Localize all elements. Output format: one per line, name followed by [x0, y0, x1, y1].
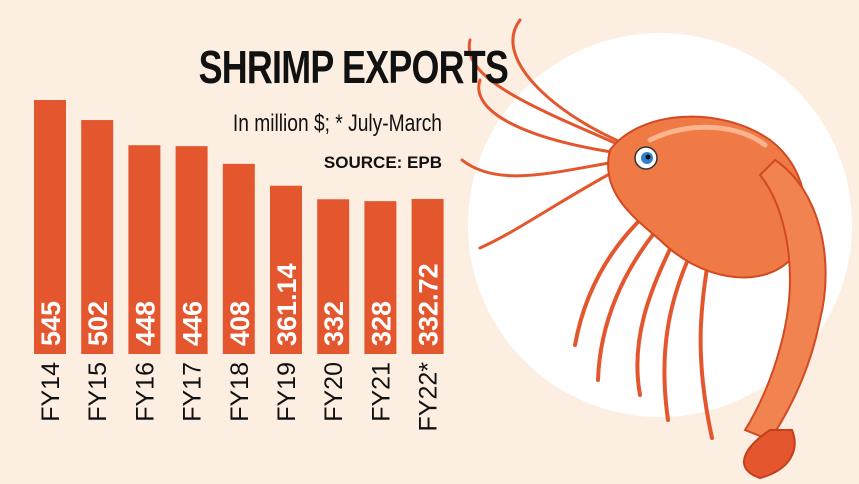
category-label: FY20 — [320, 362, 348, 422]
category-label: FY15 — [84, 362, 112, 422]
bar-fy16 — [128, 145, 161, 354]
bar-series — [34, 100, 444, 354]
bar-fy22-star — [411, 198, 444, 354]
value-label: 545 — [36, 301, 66, 346]
category-label: FY16 — [131, 362, 159, 422]
value-label: 332 — [319, 301, 349, 346]
value-label: 446 — [178, 301, 208, 346]
value-label: 502 — [83, 301, 113, 346]
category-label: FY19 — [273, 362, 301, 422]
value-labels: 545 502 448 446 408 361.14 332 328 332.72 — [36, 263, 444, 346]
chart-title: SHRIMP EXPORTS — [198, 41, 509, 93]
category-labels: FY14 FY15 FY16 FY17 FY18 FY19 FY20 FY21 FY22* — [37, 362, 443, 432]
bar-fy18 — [222, 163, 255, 354]
bar-fy20 — [317, 199, 350, 354]
value-label: 361.14 — [272, 263, 302, 346]
category-label: FY17 — [179, 362, 207, 422]
category-label: FY14 — [37, 362, 65, 422]
category-label: FY21 — [367, 362, 395, 422]
category-label: FY18 — [226, 362, 254, 422]
bar-fy19 — [270, 185, 302, 354]
value-label: 448 — [130, 301, 160, 346]
value-label: 332.72 — [414, 263, 444, 346]
shrimp-illustration — [460, 18, 827, 480]
bar-fy15 — [81, 120, 114, 354]
bar-fy17 — [175, 146, 208, 354]
bar-fy21 — [364, 201, 397, 354]
value-label: 328 — [366, 301, 396, 346]
chart-source: SOURCE: EPB — [323, 153, 442, 172]
bar-fy14 — [34, 100, 66, 354]
chart-subtitle: In million $; * July-March — [232, 110, 442, 137]
value-label: 408 — [225, 301, 255, 346]
category-label: FY22* — [415, 362, 443, 432]
